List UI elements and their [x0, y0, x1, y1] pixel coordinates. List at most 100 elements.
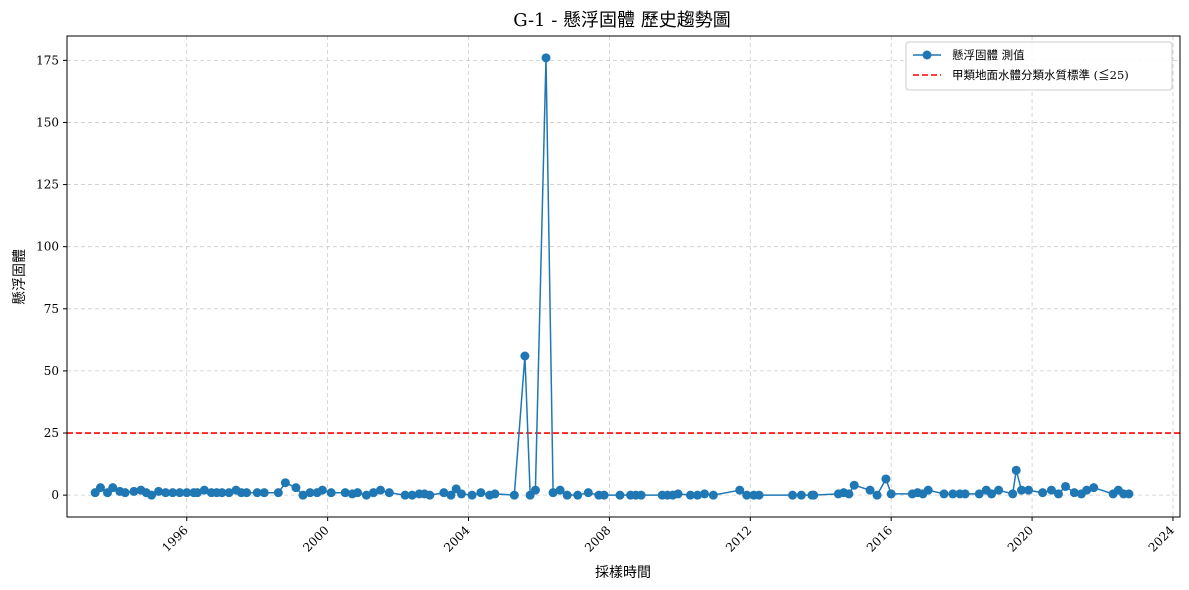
data-point — [439, 488, 449, 498]
x-tick-label: 2020 — [1005, 523, 1036, 554]
legend-swatch-marker-series — [922, 50, 932, 60]
data-point — [259, 488, 269, 498]
data-point — [95, 483, 105, 493]
data-point — [456, 489, 466, 499]
data-point — [425, 490, 435, 500]
data-point — [881, 474, 891, 484]
data-point — [476, 488, 486, 498]
data-point — [375, 485, 385, 495]
x-tick-label: 2008 — [582, 523, 613, 554]
data-point — [242, 488, 252, 498]
y-axis-title: 懸浮固體 — [12, 249, 28, 305]
data-point — [541, 53, 551, 63]
data-point — [252, 488, 262, 498]
x-tick-label: 2012 — [723, 523, 754, 554]
data-point — [573, 490, 583, 500]
y-tick-label: 125 — [36, 178, 59, 192]
data-point — [368, 488, 378, 498]
data-point — [467, 490, 477, 500]
data-point — [849, 480, 859, 490]
x-tick-label: 2000 — [300, 523, 331, 554]
data-point — [1011, 465, 1021, 475]
data-point — [583, 488, 593, 498]
data-point — [994, 485, 1004, 495]
data-point — [1089, 483, 1099, 493]
data-point — [1124, 489, 1134, 499]
y-tick-label: 0 — [51, 488, 59, 502]
x-tick-label: 1996 — [159, 523, 190, 554]
data-point — [796, 490, 806, 500]
data-point — [129, 486, 139, 496]
legend-label-threshold: 甲類地面水體分類水質標準 (≦25) — [952, 68, 1129, 82]
data-point — [555, 485, 565, 495]
data-point — [708, 490, 718, 500]
data-point — [1008, 489, 1018, 499]
data-point — [923, 485, 933, 495]
data-point — [636, 490, 646, 500]
data-point — [291, 483, 301, 493]
data-point — [872, 490, 882, 500]
y-tick-label: 75 — [44, 302, 59, 316]
data-point — [340, 488, 350, 498]
data-point — [280, 478, 290, 488]
data-point — [353, 488, 363, 498]
data-point — [735, 485, 745, 495]
data-point — [673, 489, 683, 499]
data-point — [298, 490, 308, 500]
data-point — [615, 490, 625, 500]
data-point — [1053, 489, 1063, 499]
y-tick-label: 50 — [44, 364, 59, 378]
data-point — [1046, 485, 1056, 495]
data-point — [361, 490, 371, 500]
data-point — [754, 490, 764, 500]
chart-title: G-1 - 懸浮固體 歷史趨勢圖 — [513, 10, 731, 31]
data-point — [1061, 481, 1071, 491]
data-point — [742, 490, 752, 500]
data-point — [1069, 488, 1079, 498]
data-point — [154, 486, 164, 496]
data-point — [1082, 485, 1092, 495]
data-point — [326, 488, 336, 498]
data-point — [175, 488, 185, 498]
data-point — [168, 488, 178, 498]
series-line — [94, 57, 1129, 496]
data-point — [446, 490, 456, 500]
data-point — [273, 488, 283, 498]
data-point — [1024, 485, 1034, 495]
data-point — [192, 488, 202, 498]
legend-box — [905, 41, 1173, 91]
data-point — [384, 488, 394, 498]
data-point — [400, 490, 410, 500]
data-point — [692, 490, 702, 500]
data-point — [844, 489, 854, 499]
y-tick-label: 100 — [36, 240, 59, 254]
x-axis: 1996 2000 2004 2008 2012 2016 2020 2024 — [159, 517, 1177, 555]
grid-lines — [67, 36, 1180, 517]
data-point — [939, 489, 949, 499]
data-point — [562, 490, 572, 500]
y-tick-label: 150 — [36, 115, 59, 129]
data-point — [147, 490, 157, 500]
y-tick-label: 25 — [44, 426, 59, 440]
data-point — [509, 490, 519, 500]
data-point — [224, 488, 234, 498]
data-point — [1038, 488, 1048, 498]
legend: 懸浮固體 測值 甲類地面水體分類水質標準 (≦25) — [905, 41, 1173, 91]
data-point — [974, 489, 984, 499]
data-point — [886, 489, 896, 499]
data-point — [407, 490, 417, 500]
data-point — [305, 488, 315, 498]
data-point — [548, 488, 558, 498]
data-point — [490, 489, 500, 499]
y-tick-label: 175 — [36, 53, 59, 67]
data-point — [685, 490, 695, 500]
x-tick-label: 2004 — [441, 523, 473, 555]
data-point — [1017, 485, 1027, 495]
x-axis-title: 採樣時間 — [595, 564, 651, 581]
data-point — [108, 483, 118, 493]
data-point — [599, 490, 609, 500]
data-point — [987, 489, 997, 499]
y-axis: 0 25 50 75 100 125 150 175 — [36, 53, 67, 502]
data-point — [317, 485, 327, 495]
data-point — [960, 489, 970, 499]
